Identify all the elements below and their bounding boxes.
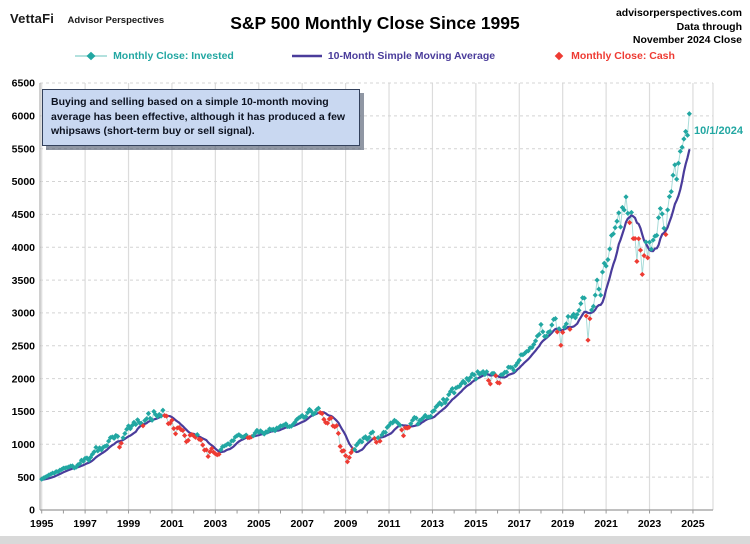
page-title: S&P 500 Monthly Close Since 1995 [230,13,520,33]
invested-marker-icon [75,51,108,61]
svg-text:1999: 1999 [117,518,141,530]
legend-item-sma: 10-Month Simple Moving Average [291,50,496,62]
svg-text:2003: 2003 [204,518,228,530]
svg-text:2011: 2011 [378,518,401,530]
legend-label-invested: Monthly Close: Invested [113,50,234,62]
last-point-label: 10/1/2024 [694,125,743,137]
svg-text:4500: 4500 [12,209,36,221]
svg-text:2005: 2005 [247,518,271,530]
svg-text:3000: 3000 [12,308,36,320]
svg-text:0: 0 [29,505,35,517]
legend-label-sma: 10-Month Simple Moving Average [327,50,496,62]
svg-text:2019: 2019 [551,518,575,530]
footer-strip [0,536,750,544]
svg-text:3500: 3500 [12,275,36,287]
legend-item-invested: Monthly Close: Invested [75,50,234,62]
data-through-value: November 2024 Close [632,34,742,46]
svg-text:2007: 2007 [291,518,315,530]
source-info: advisorperspectives.com Data through Nov… [616,7,742,48]
svg-text:4000: 4000 [12,242,36,254]
data-through-label: Data through [676,20,742,33]
svg-text:2015: 2015 [464,518,488,530]
svg-text:2023: 2023 [638,518,662,530]
svg-text:1000: 1000 [12,439,36,451]
annotation-text: Buying and selling based on a simple 10-… [51,96,346,138]
brand: VettaFi Advisor Perspectives [10,10,164,28]
legend-label-cash: Monthly Close: Cash [571,50,675,62]
svg-text:6500: 6500 [12,78,36,90]
svg-text:1995: 1995 [30,518,54,530]
svg-text:2500: 2500 [12,340,36,352]
source-url: advisorperspectives.com [615,7,742,19]
brand-subtitle: Advisor Perspectives [67,15,165,26]
svg-text:1500: 1500 [12,406,36,418]
svg-text:5000: 5000 [12,176,36,188]
legend-item-cash: Monthly Close: Cash [553,50,675,62]
vettafi-logo: VettaFi [10,11,55,26]
svg-text:2025: 2025 [681,518,705,530]
annotation-box: Buying and selling based on a simple 10-… [42,89,360,147]
svg-text:2000: 2000 [12,373,36,385]
svg-text:1997: 1997 [73,518,97,530]
svg-text:6000: 6000 [12,111,36,123]
svg-text:2009: 2009 [334,518,358,530]
sma-line-icon [291,54,322,58]
svg-text:500: 500 [17,472,35,484]
svg-text:2001: 2001 [160,518,184,530]
legend: Monthly Close: Invested 10-Month Simple … [0,50,750,62]
cash-marker-icon [554,51,564,61]
svg-text:2017: 2017 [508,518,532,530]
svg-text:5500: 5500 [12,143,36,155]
svg-text:2021: 2021 [594,518,618,530]
svg-text:2013: 2013 [421,518,445,530]
